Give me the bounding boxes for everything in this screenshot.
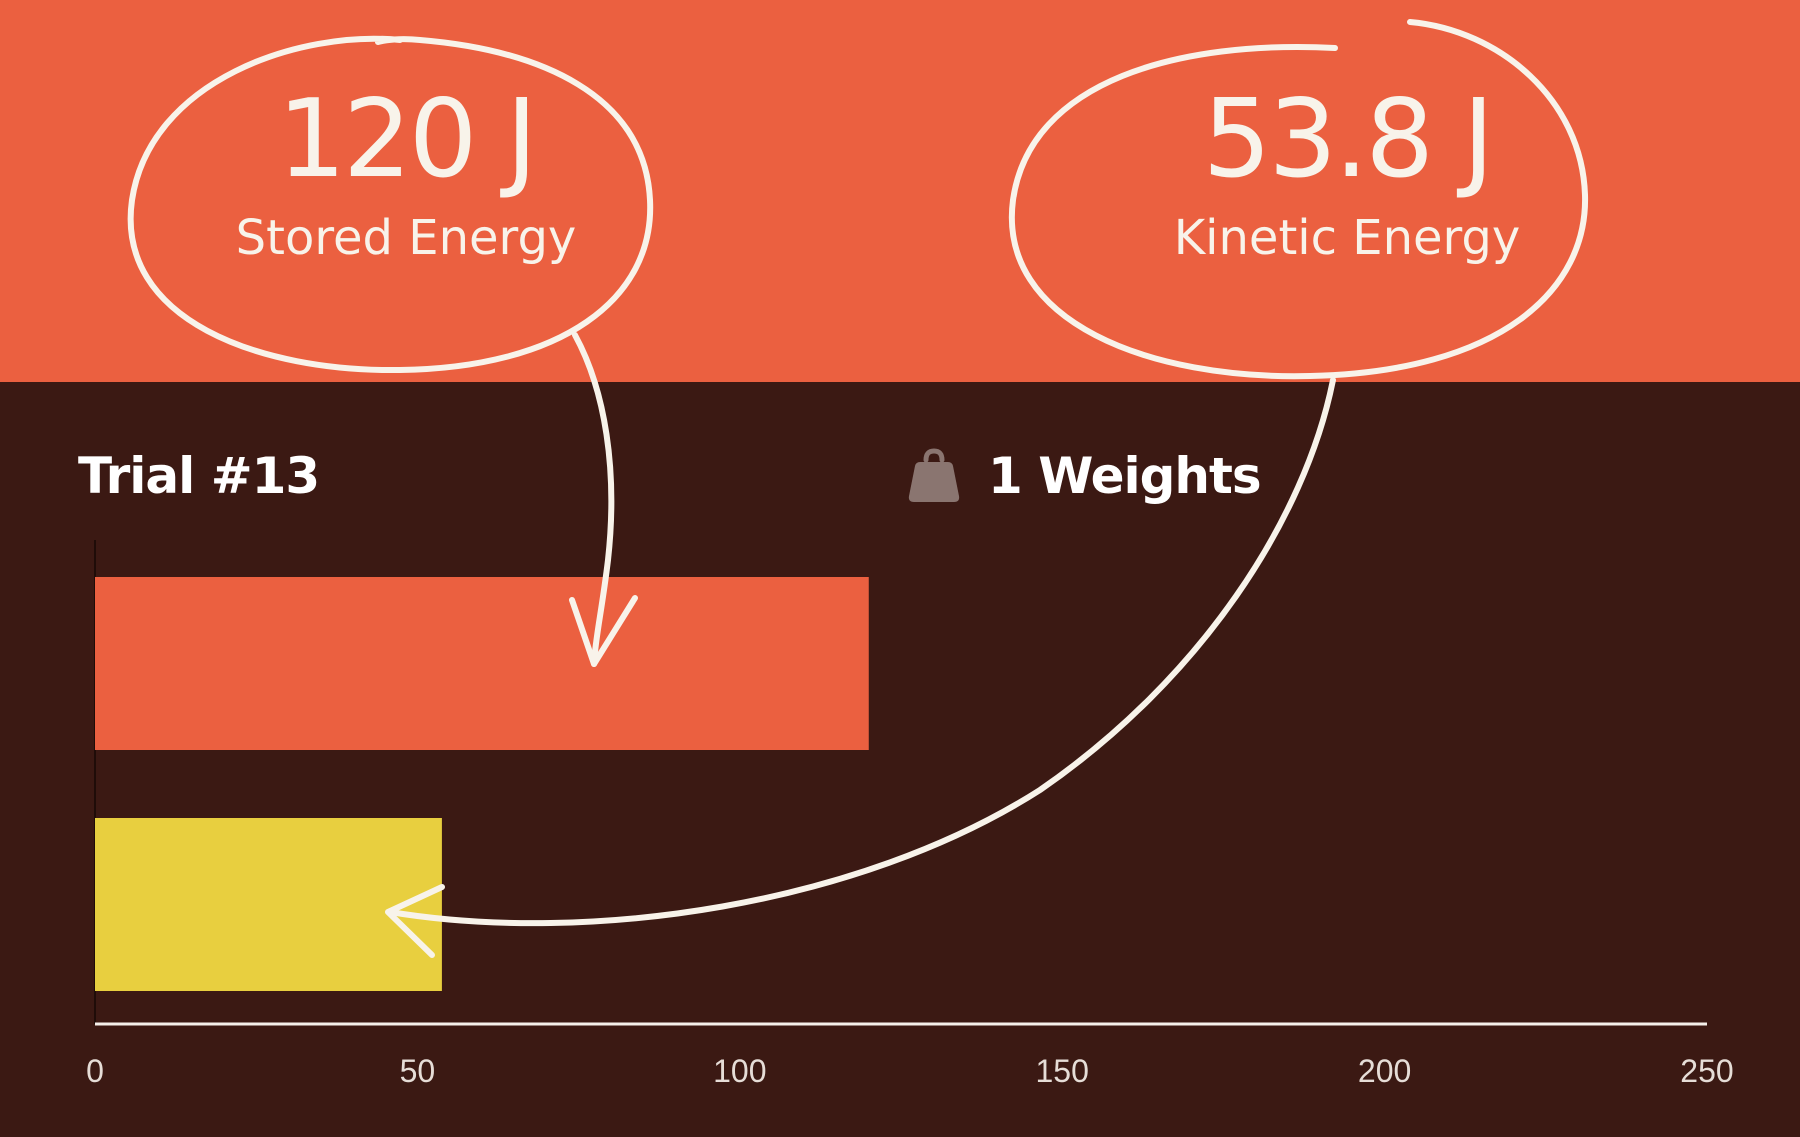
x-tick-label: 200 — [1358, 1053, 1411, 1089]
bars-group — [95, 577, 869, 991]
trial-title: Trial #13 — [78, 447, 320, 505]
x-tick-label: 0 — [86, 1053, 104, 1089]
x-tick-label: 250 — [1680, 1053, 1733, 1089]
x-tick-label: 50 — [400, 1053, 436, 1089]
x-tick-label: 150 — [1036, 1053, 1089, 1089]
bar-kinetic-energy — [95, 818, 442, 991]
bar-stored-energy — [95, 577, 869, 750]
x-tick-label: 100 — [713, 1053, 766, 1089]
x-axis-ticks: 0 50 100 150 200 250 — [86, 1053, 1734, 1089]
